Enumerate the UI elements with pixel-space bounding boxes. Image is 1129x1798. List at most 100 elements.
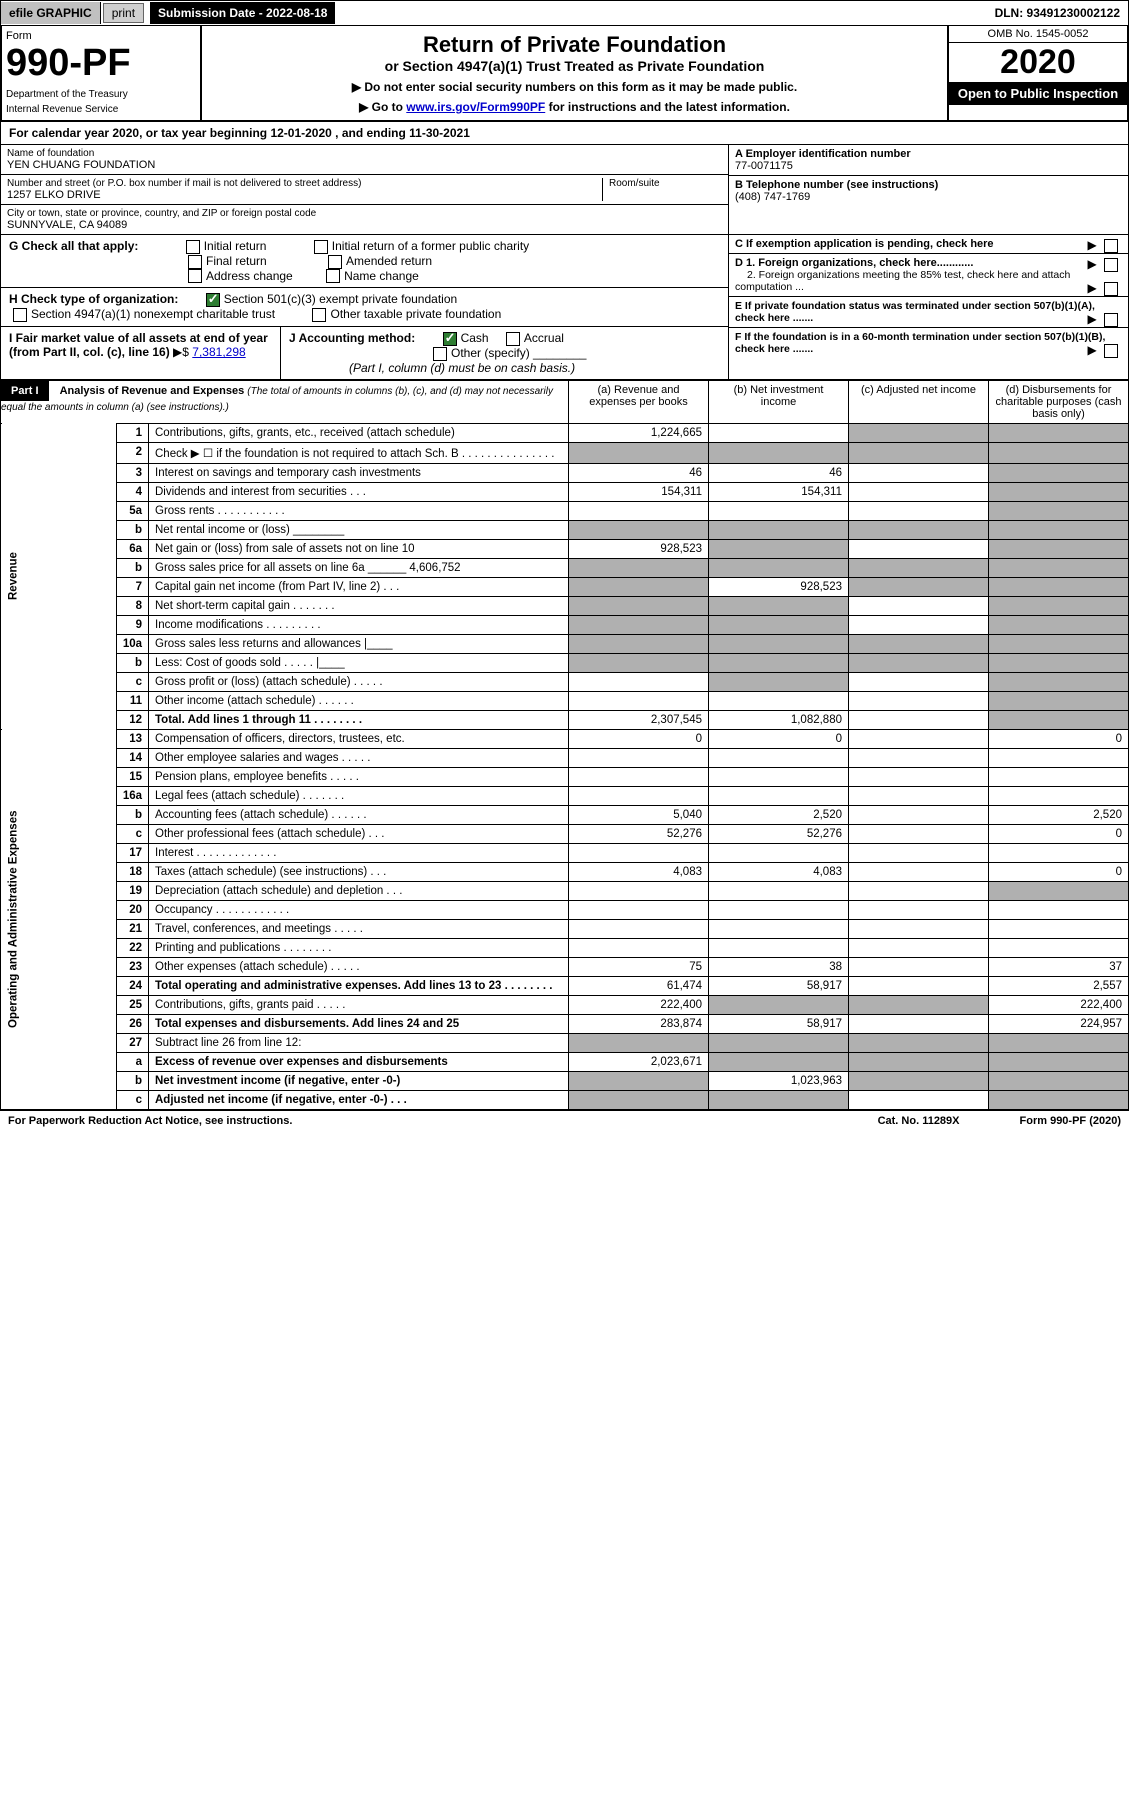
cell-c bbox=[849, 805, 989, 824]
row-description: Excess of revenue over expenses and disb… bbox=[149, 1052, 569, 1071]
section-e: E If private foundation status was termi… bbox=[729, 297, 1128, 328]
cell-c bbox=[849, 423, 989, 442]
inspection-label: Open to Public Inspection bbox=[949, 82, 1127, 105]
other-method-checkbox[interactable] bbox=[433, 347, 447, 361]
row-number: 19 bbox=[116, 881, 148, 900]
row-number: 20 bbox=[116, 900, 148, 919]
table-row: 20Occupancy . . . . . . . . . . . . bbox=[1, 900, 1129, 919]
top-toolbar: efile GRAPHIC print Submission Date - 20… bbox=[0, 0, 1129, 26]
foundation-city: SUNNYVALE, CA 94089 bbox=[7, 219, 722, 231]
row-number: 1 bbox=[116, 423, 148, 442]
row-description: Subtract line 26 from line 12: bbox=[149, 1033, 569, 1052]
expenses-side-label: Operating and Administrative Expenses bbox=[1, 729, 117, 1109]
dept-treasury: Department of the Treasury bbox=[6, 89, 196, 100]
form-title: Return of Private Foundation bbox=[208, 32, 941, 58]
cell-d bbox=[989, 843, 1129, 862]
row-description: Legal fees (attach schedule) . . . . . .… bbox=[149, 786, 569, 805]
cell-d: 2,520 bbox=[989, 805, 1129, 824]
row-number: c bbox=[116, 1090, 148, 1109]
cell-a: 1,224,665 bbox=[569, 423, 709, 442]
table-row: bAccounting fees (attach schedule) . . .… bbox=[1, 805, 1129, 824]
cell-b: 2,520 bbox=[709, 805, 849, 824]
section-h: H Check type of organization: Section 50… bbox=[1, 288, 728, 327]
4947-checkbox[interactable] bbox=[13, 308, 27, 322]
foreign-85-checkbox[interactable] bbox=[1104, 282, 1118, 296]
cell-c bbox=[849, 577, 989, 596]
paperwork-notice: For Paperwork Reduction Act Notice, see … bbox=[8, 1115, 292, 1127]
cell-b: 928,523 bbox=[709, 577, 849, 596]
row-description: Contributions, gifts, grants, etc., rece… bbox=[149, 423, 569, 442]
cell-c bbox=[849, 558, 989, 577]
address-change-checkbox[interactable] bbox=[188, 269, 202, 283]
print-button[interactable]: print bbox=[103, 3, 144, 23]
cell-a: 154,311 bbox=[569, 482, 709, 501]
efile-label: efile GRAPHIC bbox=[1, 2, 101, 24]
form-subtitle: or Section 4947(a)(1) Trust Treated as P… bbox=[208, 58, 941, 74]
row-description: Other income (attach schedule) . . . . .… bbox=[149, 691, 569, 710]
cell-b bbox=[709, 653, 849, 672]
cash-checkbox[interactable] bbox=[443, 332, 457, 346]
row-number: 4 bbox=[116, 482, 148, 501]
cell-d bbox=[989, 577, 1129, 596]
phone-value: (408) 747-1769 bbox=[735, 191, 1122, 203]
page-footer: For Paperwork Reduction Act Notice, see … bbox=[0, 1110, 1129, 1131]
name-label: Name of foundation bbox=[7, 148, 722, 159]
cell-d bbox=[989, 501, 1129, 520]
part1-label: Part I bbox=[1, 381, 49, 401]
irs-link[interactable]: www.irs.gov/Form990PF bbox=[406, 100, 545, 114]
cell-b: 0 bbox=[709, 729, 849, 748]
initial-return-checkbox[interactable] bbox=[186, 240, 200, 254]
accrual-checkbox[interactable] bbox=[506, 332, 520, 346]
cell-c bbox=[849, 938, 989, 957]
row-number: b bbox=[116, 1071, 148, 1090]
status-terminated-checkbox[interactable] bbox=[1104, 313, 1118, 327]
exemption-pending-checkbox[interactable] bbox=[1104, 239, 1118, 253]
row-number: b bbox=[116, 558, 148, 577]
501c3-checkbox[interactable] bbox=[206, 293, 220, 307]
table-row: Revenue1Contributions, gifts, grants, et… bbox=[1, 423, 1129, 442]
ein-label: A Employer identification number bbox=[735, 148, 1122, 160]
row-description: Dividends and interest from securities .… bbox=[149, 482, 569, 501]
row-description: Travel, conferences, and meetings . . . … bbox=[149, 919, 569, 938]
cell-d bbox=[989, 463, 1129, 482]
row-description: Accounting fees (attach schedule) . . . … bbox=[149, 805, 569, 824]
cell-c bbox=[849, 1033, 989, 1052]
cell-a bbox=[569, 691, 709, 710]
amended-checkbox[interactable] bbox=[328, 255, 342, 269]
initial-public-checkbox[interactable] bbox=[314, 240, 328, 254]
row-description: Gross sales price for all assets on line… bbox=[149, 558, 569, 577]
cell-a bbox=[569, 672, 709, 691]
cell-a: 5,040 bbox=[569, 805, 709, 824]
form-number: 990-PF bbox=[6, 42, 196, 85]
cell-d bbox=[989, 1033, 1129, 1052]
cell-c bbox=[849, 881, 989, 900]
60-month-checkbox[interactable] bbox=[1104, 344, 1118, 358]
phone-label: B Telephone number (see instructions) bbox=[735, 179, 1122, 191]
other-taxable-checkbox[interactable] bbox=[312, 308, 326, 322]
cell-d bbox=[989, 1090, 1129, 1109]
row-number: 15 bbox=[116, 767, 148, 786]
cell-b: 58,917 bbox=[709, 976, 849, 995]
cell-c bbox=[849, 672, 989, 691]
foreign-org-checkbox[interactable] bbox=[1104, 258, 1118, 272]
cell-d bbox=[989, 919, 1129, 938]
final-return-checkbox[interactable] bbox=[188, 255, 202, 269]
row-number: 10a bbox=[116, 634, 148, 653]
table-row: cGross profit or (loss) (attach schedule… bbox=[1, 672, 1129, 691]
table-row: aExcess of revenue over expenses and dis… bbox=[1, 1052, 1129, 1071]
name-change-checkbox[interactable] bbox=[326, 269, 340, 283]
table-row: 25Contributions, gifts, grants paid . . … bbox=[1, 995, 1129, 1014]
cell-d bbox=[989, 748, 1129, 767]
row-number: 13 bbox=[116, 729, 148, 748]
row-description: Compensation of officers, directors, tru… bbox=[149, 729, 569, 748]
row-description: Interest . . . . . . . . . . . . . bbox=[149, 843, 569, 862]
table-row: bLess: Cost of goods sold . . . . . |___… bbox=[1, 653, 1129, 672]
table-row: 18Taxes (attach schedule) (see instructi… bbox=[1, 862, 1129, 881]
cell-a bbox=[569, 634, 709, 653]
row-number: 8 bbox=[116, 596, 148, 615]
cell-d: 0 bbox=[989, 824, 1129, 843]
row-description: Adjusted net income (if negative, enter … bbox=[149, 1090, 569, 1109]
cell-c bbox=[849, 615, 989, 634]
cell-c bbox=[849, 976, 989, 995]
fmv-link[interactable]: 7,381,298 bbox=[192, 345, 245, 359]
